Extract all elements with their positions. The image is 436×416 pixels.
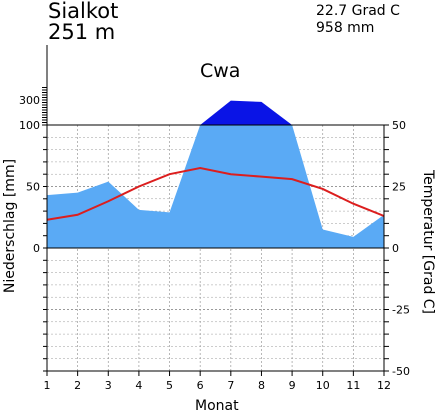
month-tick-label: 7 — [227, 379, 234, 392]
month-tick-label: 6 — [197, 379, 204, 392]
temperature-tick-label: 0 — [392, 242, 399, 255]
month-tick-label: 11 — [346, 379, 360, 392]
station-name: Sialkot — [48, 0, 119, 23]
month-tick-label: 1 — [44, 379, 51, 392]
mean-temperature: 22.7 Grad C — [316, 3, 400, 19]
precipitation-excess-area — [200, 100, 293, 125]
month-tick-label: 10 — [316, 379, 330, 392]
month-tick-label: 5 — [166, 379, 173, 392]
month-tick-label: 3 — [105, 379, 112, 392]
month-tick-label: 12 — [377, 379, 391, 392]
temperature-tick-label: -25 — [392, 304, 410, 317]
temperature-tick-label: 50 — [392, 119, 406, 132]
temperature-line — [46, 167, 385, 221]
month-tick-label: 9 — [289, 379, 296, 392]
temperature-tick-label: 25 — [392, 181, 406, 194]
precipitation-tick-label: 50 — [26, 181, 40, 194]
precipitation-area — [47, 125, 384, 248]
precipitation-tick-label: 300 — [19, 94, 40, 107]
climate-classification: Cwa — [200, 60, 241, 82]
month-tick-label: 4 — [135, 379, 142, 392]
station-elevation: 251 m — [48, 20, 116, 44]
annual-precipitation: 958 mm — [316, 20, 375, 36]
temperature-tick-label: -50 — [392, 365, 410, 378]
month-axis-label: Monat — [195, 398, 239, 414]
precipitation-tick-label: 100 — [19, 119, 40, 132]
precipitation-tick-label: 0 — [33, 242, 40, 255]
month-tick-label: 2 — [74, 379, 81, 392]
month-tick-label: 8 — [258, 379, 265, 392]
